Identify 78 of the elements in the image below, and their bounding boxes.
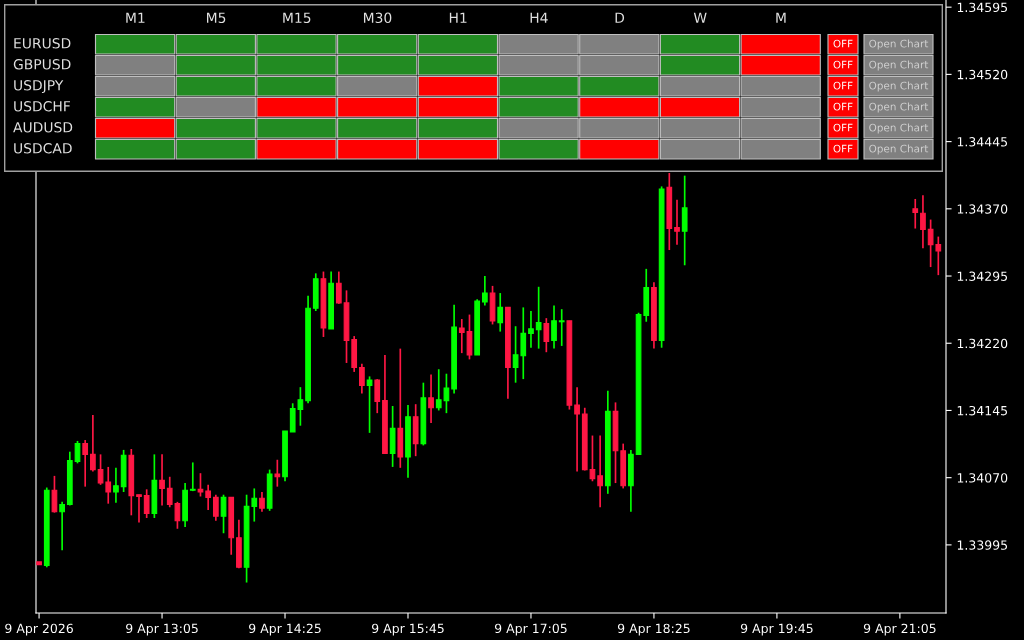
candlestick — [574, 386, 580, 473]
category-label: USDCHF — [14, 101, 70, 112]
category-label: USDCAD — [14, 143, 72, 154]
annotation: OFF — [833, 102, 853, 111]
x-tick-label: 9 Apr 15:45 — [372, 623, 444, 636]
candlestick — [136, 493, 142, 524]
y-tick-label: 1.34370 — [957, 204, 1008, 214]
annotation: OFF — [833, 81, 853, 90]
candlestick — [920, 194, 926, 250]
x-tick-label: 9 Apr 13:05 — [126, 623, 198, 636]
candlestick — [212, 493, 219, 522]
candlestick — [189, 461, 196, 492]
x-tick-label: 9 Apr 19:45 — [740, 623, 813, 636]
candlestick — [59, 501, 65, 552]
candlestick — [558, 308, 565, 347]
category-label: GBPUSD — [13, 59, 71, 70]
annotation: Open Chart — [869, 123, 929, 134]
annotation: Open Chart — [869, 144, 929, 155]
candlestick — [366, 375, 373, 434]
y-tick-label: 1.34070 — [957, 473, 1008, 483]
annotation: OFF — [833, 123, 853, 132]
candlestick — [597, 434, 603, 509]
x-tick-label: 9 Apr 14:25 — [249, 623, 321, 636]
candlestick — [551, 304, 557, 350]
category-label: D — [615, 12, 625, 23]
candlestick — [458, 318, 465, 354]
candlestick — [535, 285, 542, 350]
annotation: OFF — [833, 144, 853, 153]
category-label: H1 — [449, 12, 467, 23]
candlestick — [143, 488, 150, 519]
y-tick-label: 1.34220 — [957, 338, 1008, 349]
candlestick — [205, 484, 212, 511]
candlestick — [51, 475, 58, 514]
category-label: W — [693, 12, 707, 23]
category-label: USDJPY — [14, 80, 64, 94]
y-tick-label: 1.34145 — [957, 405, 1008, 416]
candlestick — [543, 317, 550, 354]
candlestick — [197, 472, 204, 498]
y-tick-label: 1.34520 — [957, 69, 1008, 80]
category-label: M30 — [363, 12, 392, 24]
candlestick — [259, 491, 265, 513]
annotation: OFF — [833, 39, 853, 48]
candlestick — [428, 373, 434, 424]
annotation: Open Chart — [869, 60, 929, 71]
x-tick-label: 9 Apr 2026 — [5, 623, 73, 636]
category-label: EURUSD — [14, 38, 71, 49]
candlestick — [159, 453, 165, 507]
category-label: M — [776, 12, 786, 23]
y-tick-label: 1.33995 — [957, 540, 1008, 550]
candlestick — [113, 466, 119, 504]
candlestick — [82, 439, 89, 488]
candlestick — [466, 313, 473, 361]
annotation: Open Chart — [869, 102, 929, 113]
candlestick — [481, 275, 488, 307]
candlestick — [374, 378, 381, 414]
annotation: Open Chart — [869, 39, 929, 50]
candlestick — [681, 174, 688, 267]
category-label: M1 — [126, 12, 145, 23]
y-tick-label: 1.34595 — [957, 2, 1008, 13]
category-label: M5 — [207, 12, 226, 24]
candlestick — [274, 458, 281, 488]
candlestick — [359, 363, 365, 395]
x-tick-label: 9 Apr 17:05 — [494, 623, 567, 636]
x-tick-label: 9 Apr 18:25 — [617, 623, 690, 636]
annotation: OFF — [833, 60, 853, 69]
candlestick — [912, 198, 919, 230]
annotation: Open Chart — [869, 81, 929, 92]
candlestick — [528, 310, 534, 349]
candlestick — [335, 270, 342, 305]
category-label: M15 — [283, 12, 311, 24]
category-label: H4 — [530, 12, 548, 23]
candlestick — [497, 292, 504, 333]
y-tick-label: 1.34295 — [957, 271, 1008, 281]
y-tick-label: 1.34445 — [957, 137, 1008, 147]
candlestick — [674, 199, 680, 246]
category-label: AUDUSD — [13, 122, 73, 133]
candlestick — [90, 414, 96, 473]
x-tick-label: 9 Apr 21:05 — [863, 623, 936, 636]
